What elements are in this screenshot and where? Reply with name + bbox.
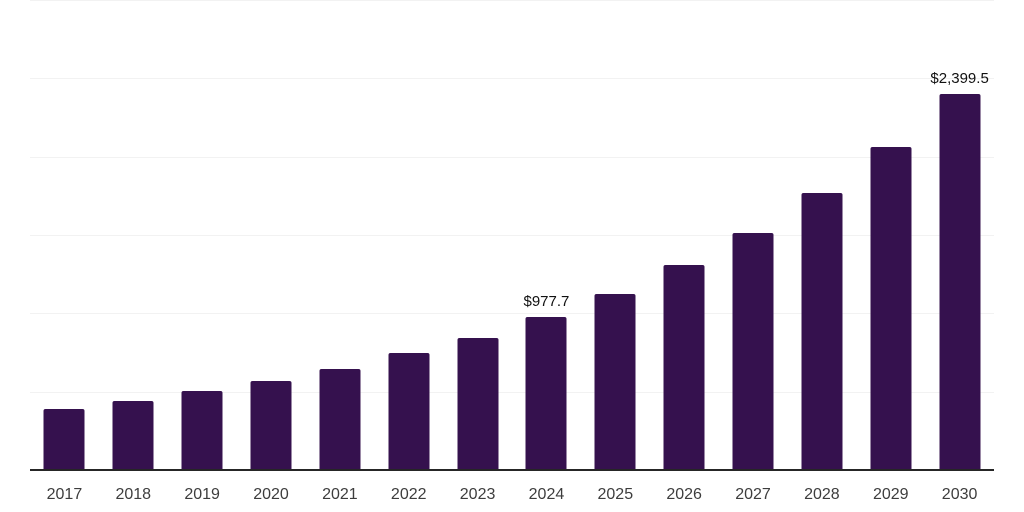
gridline bbox=[30, 156, 994, 158]
bar-slot bbox=[787, 0, 856, 470]
bar-slot bbox=[168, 0, 237, 470]
x-tick-label-2028: 2028 bbox=[804, 486, 840, 503]
bar-2029 bbox=[870, 147, 912, 470]
x-tick-label-2029: 2029 bbox=[872, 486, 909, 503]
bar-2027 bbox=[732, 233, 774, 470]
x-tick-label-2017: 2017 bbox=[46, 486, 83, 503]
x-tick-label-2024: 2024 bbox=[528, 486, 565, 503]
bar-2021 bbox=[319, 368, 361, 470]
x-tick-label-2023: 2023 bbox=[459, 486, 496, 503]
bar-2023 bbox=[457, 337, 499, 470]
bar-2018 bbox=[112, 400, 154, 470]
bar-slot bbox=[237, 0, 306, 470]
data-label-2030: $2,399.5 bbox=[930, 70, 989, 88]
x-tick-label-2020: 2020 bbox=[253, 486, 289, 503]
bar-slot bbox=[30, 0, 99, 470]
gridline bbox=[30, 0, 994, 1]
bar-slot bbox=[650, 0, 719, 470]
plot-area: $977.7 $2,399.5 bbox=[30, 0, 994, 471]
bar-2028 bbox=[801, 193, 843, 470]
x-tick-label-2018: 2018 bbox=[115, 486, 152, 503]
bar-slot bbox=[374, 0, 443, 470]
x-axis-line bbox=[30, 469, 994, 471]
x-tick-label-2027: 2027 bbox=[735, 486, 771, 503]
data-label-2024: $977.7 bbox=[523, 292, 570, 310]
bar-2030 bbox=[939, 94, 981, 470]
bar-slot: $977.7 bbox=[512, 0, 581, 470]
gridline bbox=[30, 78, 994, 80]
bar-slot bbox=[305, 0, 374, 470]
x-tick-label-2021: 2021 bbox=[322, 486, 358, 503]
bar-slot bbox=[581, 0, 650, 470]
gridline bbox=[30, 391, 994, 393]
x-tick-label-2030: 2030 bbox=[941, 486, 978, 503]
bar-2019 bbox=[181, 390, 223, 470]
bar-2024 bbox=[525, 316, 567, 470]
bar-slot bbox=[99, 0, 168, 470]
bar-slot bbox=[856, 0, 925, 470]
bar-series: $977.7 $2,399.5 bbox=[30, 0, 994, 470]
bar-2022 bbox=[388, 352, 430, 470]
bar-slot bbox=[719, 0, 788, 470]
bar-slot: $2,399.5 bbox=[925, 0, 994, 470]
x-tick-label-2026: 2026 bbox=[666, 486, 702, 503]
bar-2020 bbox=[250, 380, 292, 470]
bar-2026 bbox=[663, 265, 705, 470]
x-tick-label-2019: 2019 bbox=[184, 486, 220, 503]
bar-2017 bbox=[43, 408, 85, 470]
x-tick-label-2025: 2025 bbox=[597, 486, 634, 503]
gridline bbox=[30, 235, 994, 236]
bar-2025 bbox=[594, 293, 636, 470]
gridline bbox=[30, 313, 994, 315]
bar-slot bbox=[443, 0, 512, 470]
x-tick-label-2022: 2022 bbox=[390, 486, 427, 503]
x-axis-tick-labels: 2017 2018 2019 2020 2021 2022 2023 2024 2025 2026… bbox=[30, 471, 994, 512]
